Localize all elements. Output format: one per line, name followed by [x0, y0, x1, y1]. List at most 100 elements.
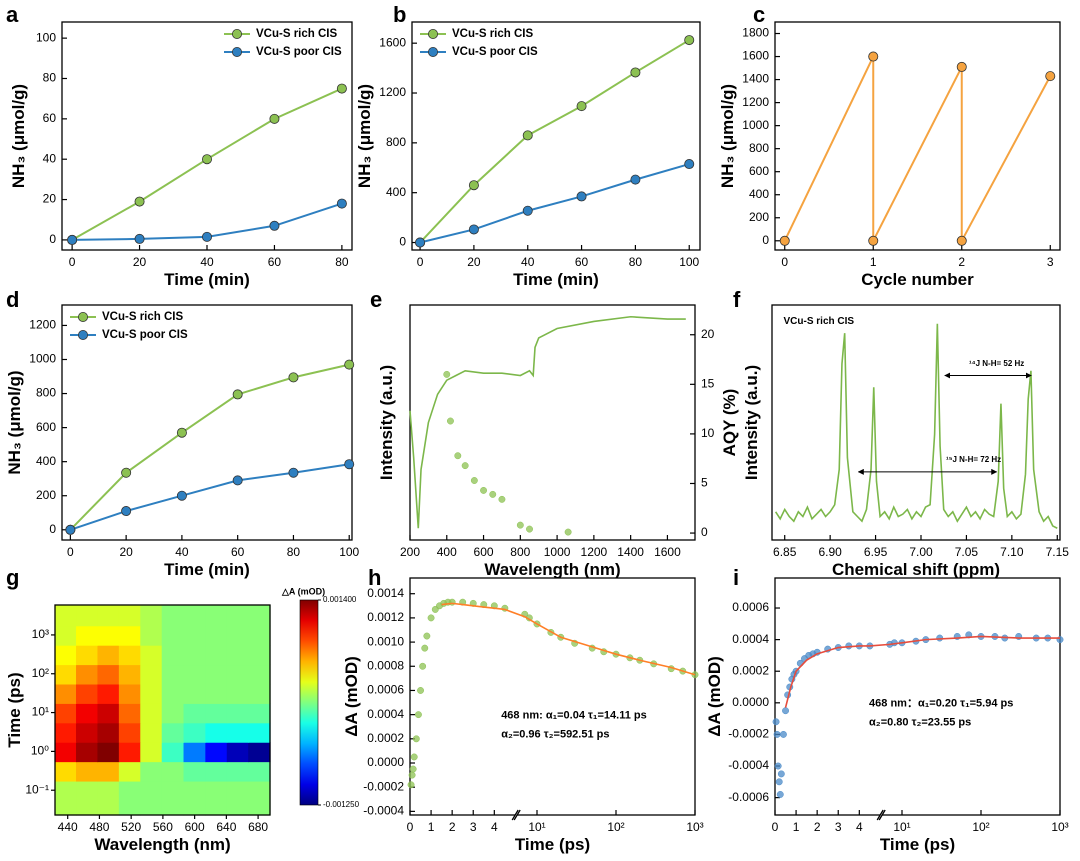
x-tick-label: 6.95	[864, 545, 888, 559]
heatmap-cell	[118, 761, 141, 782]
series-line	[419, 163, 690, 244]
legend-marker	[427, 47, 438, 58]
heatmap-cell	[118, 683, 141, 704]
y-tick-label: 400	[386, 185, 406, 199]
x-tick-label: 1	[793, 820, 800, 834]
heatmap-cell	[118, 625, 141, 646]
x-tick-label: 640	[216, 820, 236, 834]
heatmap-cell	[76, 605, 99, 627]
x-axis-label: Wavelength (nm)	[94, 835, 230, 854]
x-tick-label: 20	[467, 255, 481, 269]
heatmap-cell	[205, 780, 228, 816]
x-tick-label: 1600	[654, 545, 681, 559]
y-tick-label: 0.0004	[732, 632, 769, 646]
plot-frame	[774, 577, 1061, 816]
x-tick-label: 80	[335, 255, 349, 269]
x-tick-label: 3	[470, 820, 477, 834]
series-line	[69, 363, 350, 531]
x-tick-label: 2	[449, 820, 456, 834]
x-tick-label: 520	[121, 820, 141, 834]
heatmap-cell	[55, 722, 77, 743]
data-point	[121, 467, 132, 478]
heatmap-cell	[140, 625, 163, 646]
heatmap-cell	[183, 722, 206, 743]
heatmap-cell	[118, 645, 141, 666]
y-tick-label: 0	[399, 235, 406, 249]
data-point	[516, 521, 524, 529]
x-tick-label: 6.85	[773, 545, 797, 559]
data-point	[336, 83, 347, 94]
legend-label: VCu-S rich CIS	[452, 28, 533, 40]
data-point	[344, 359, 355, 370]
y-axis-label: NH₃ (μmol/g)	[9, 84, 28, 188]
y-axis-label: NH₃ (μmol/g)	[355, 84, 374, 188]
y-tick-label: 0	[49, 232, 56, 246]
heatmap-cell	[161, 645, 185, 666]
heatmap-cell	[205, 645, 228, 666]
heatmap-cell	[248, 605, 271, 627]
series-line	[783, 56, 1052, 242]
y-tick-label: 0.0000	[732, 695, 769, 709]
data-point	[772, 718, 780, 726]
y-tick-label: 100	[36, 30, 56, 44]
heatmap-cell	[55, 742, 77, 763]
data-point	[336, 198, 347, 209]
heatmap-cell	[76, 664, 99, 685]
y-tick-label: 10⁰	[31, 744, 49, 758]
y-tick-label: 400	[749, 187, 769, 201]
heatmap-cell	[140, 703, 163, 724]
panel: 0 20 40 60 80 100 0 400 800 1200 1600 b Time (min) NH…	[355, 2, 701, 289]
heatmap-cell	[97, 722, 120, 743]
series-line	[774, 323, 1058, 529]
heatmap-cell	[183, 780, 206, 816]
panel: 0 20 40 60 80 0 20 40 60 80 100 a Time (min) NH₃ (μmo…	[6, 2, 353, 289]
data-point	[443, 370, 451, 378]
heatmap-cell	[76, 742, 99, 763]
data-point	[269, 113, 280, 124]
data-point	[232, 389, 243, 400]
y-tick-label: 1800	[742, 26, 769, 40]
x-tick-label: 1200	[581, 545, 608, 559]
data-point	[412, 735, 420, 743]
data-point	[522, 205, 533, 216]
y2-tick-label: 15	[701, 376, 715, 390]
legend-label: VCu-S rich CIS	[102, 311, 183, 323]
heatmap-cell	[140, 645, 163, 666]
heatmap-cell	[248, 761, 271, 782]
plot-frame	[771, 304, 1061, 541]
heatmap-cell	[118, 703, 141, 724]
heatmap-cell	[183, 664, 206, 685]
y-tick-label: 600	[749, 164, 769, 178]
heatmap-cell	[140, 722, 163, 743]
y-tick-label: -0.0006	[728, 790, 769, 804]
heatmap-cell	[97, 683, 120, 704]
data-point	[408, 771, 416, 779]
data-point	[409, 765, 417, 773]
data-point	[67, 234, 78, 245]
data-point	[576, 191, 587, 202]
colorbar-title: △A (mOD)	[281, 586, 325, 596]
heatmap-cell	[97, 605, 120, 627]
panel-label: e	[370, 287, 382, 312]
heatmap-cell	[140, 605, 163, 627]
plot-frame	[411, 21, 701, 251]
heatmap-cell	[226, 761, 249, 782]
legend-marker	[78, 311, 89, 322]
x-tick-label: 0	[67, 545, 74, 559]
y-axis-label: Intensity (a.u.)	[742, 365, 761, 480]
y-axis-label: ΔA (mOD)	[705, 656, 724, 737]
legend-marker	[231, 47, 242, 58]
data-point	[427, 614, 435, 622]
x-tick-label: 60	[268, 255, 282, 269]
y-tick-label: 0.0012	[367, 610, 404, 624]
data-point	[630, 174, 641, 185]
heatmap-cell	[55, 664, 77, 685]
data-point	[576, 101, 587, 112]
heatmap-cell	[183, 625, 206, 646]
panel-label: b	[393, 2, 406, 27]
heatmap-cell	[183, 742, 206, 763]
panel-label: a	[6, 2, 19, 27]
y-tick-label: 10³	[32, 627, 49, 641]
